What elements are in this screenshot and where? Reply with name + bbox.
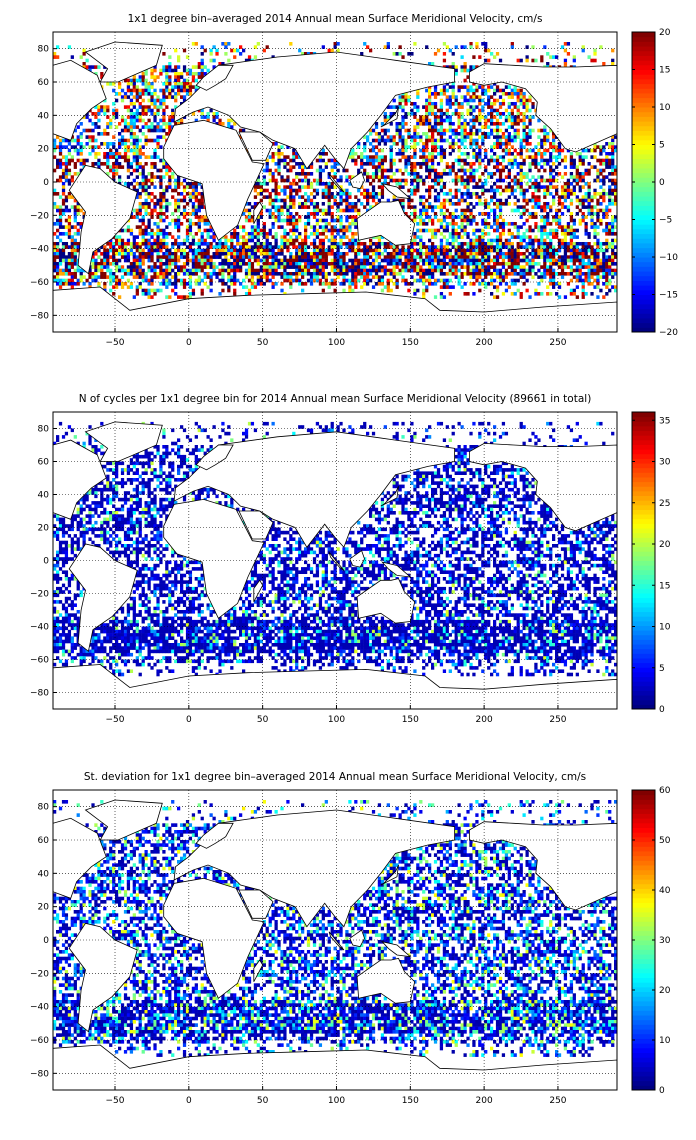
y-tick-label: −80	[30, 1069, 49, 1079]
colorbar-tick-label: 35	[659, 416, 670, 426]
y-tick-label: −80	[30, 689, 49, 699]
grid-lines	[53, 32, 617, 332]
colorbar-tick-label: 20	[659, 540, 671, 550]
colorbar: 20 15 10 5 0 −5 −10 −15 −20	[631, 28, 678, 338]
colorbar-tick-label: 30	[659, 936, 671, 946]
x-tick-label: 200	[476, 715, 493, 725]
grid-lines	[53, 790, 617, 1090]
x-tick-label: −50	[106, 338, 125, 348]
y-tick-label: −60	[30, 656, 49, 666]
grid-lines	[53, 412, 617, 709]
y-tick-label: 0	[43, 936, 49, 946]
y-tick-label: 60	[38, 836, 50, 846]
panel-title: 1x1 degree bin–averaged 2014 Annual mean…	[128, 13, 543, 25]
x-tick-label: 200	[476, 338, 493, 348]
y-tick-label: 80	[38, 803, 50, 813]
panel-title: N of cycles per 1x1 degree bin for 2014 …	[79, 393, 592, 405]
colorbar-tick-label: 10	[659, 623, 671, 633]
coastline	[52, 41, 618, 333]
colorbar-tick-label: −15	[659, 291, 678, 301]
colorbar-tick-label: 0	[659, 1086, 665, 1096]
x-tick-label: 50	[257, 715, 269, 725]
y-tick-label: 20	[38, 145, 50, 155]
y-tick-label: −20	[30, 211, 49, 221]
x-tick-label: 200	[476, 1096, 493, 1106]
panel-stdev: St. deviation for 1x1 degree bin–average…	[30, 771, 671, 1106]
colorbar-tick-label: −5	[659, 216, 672, 226]
colorbar-tick-label: 5	[659, 141, 665, 151]
panel-cycles: N of cycles per 1x1 degree bin for 2014 …	[30, 393, 671, 725]
y-tick-label: 80	[38, 45, 50, 55]
colorbar-tick-label: 40	[659, 886, 671, 896]
colorbar-tick-label: 5	[659, 664, 665, 674]
y-tick-label: 40	[38, 869, 50, 879]
x-tick-label: 0	[186, 338, 192, 348]
colorbar-tick-label: 20	[659, 986, 671, 996]
x-tick-label: 150	[402, 1096, 419, 1106]
colorbar-tick-label: −20	[659, 328, 678, 338]
coastline	[52, 421, 618, 710]
y-tick-label: −60	[30, 1036, 49, 1046]
y-tick-label: −20	[30, 590, 49, 600]
y-tick-label: 20	[38, 524, 50, 534]
x-tick-label: −50	[106, 715, 125, 725]
y-tick-label: 80	[38, 425, 50, 435]
x-tick-label: −50	[106, 1096, 125, 1106]
y-tick-label: 60	[38, 458, 50, 468]
x-tick-label: 150	[402, 338, 419, 348]
x-tick-label: 150	[402, 715, 419, 725]
colorbar-tick-label: 15	[659, 66, 670, 76]
y-tick-label: −40	[30, 623, 49, 633]
y-tick-label: 0	[43, 557, 49, 567]
colorbar-tick-label: 15	[659, 581, 670, 591]
panel-velocity: 1x1 degree bin–averaged 2014 Annual mean…	[30, 13, 678, 348]
colorbar-tick-label: 30	[659, 458, 671, 468]
x-tick-label: 50	[257, 338, 269, 348]
x-tick-label: 250	[549, 1096, 566, 1106]
x-tick-label: 250	[549, 338, 566, 348]
colorbar-tick-label: 25	[659, 499, 670, 509]
y-tick-label: −40	[30, 245, 49, 255]
coastline	[52, 799, 618, 1091]
x-tick-label: 0	[186, 715, 192, 725]
x-tick-label: 100	[328, 338, 345, 348]
colorbar: 35 30 25 20 15 10 5 0	[631, 411, 671, 715]
colorbar-tick-label: 10	[659, 103, 671, 113]
colorbar-tick-label: 0	[659, 705, 665, 715]
y-tick-label: 60	[38, 78, 50, 88]
x-tick-label: 250	[549, 715, 566, 725]
data-cells	[53, 421, 618, 677]
x-tick-label: 100	[328, 715, 345, 725]
y-tick-label: −40	[30, 1003, 49, 1013]
colorbar-tick-label: 20	[659, 28, 671, 38]
y-tick-label: 40	[38, 111, 50, 121]
colorbar-tick-label: 60	[659, 786, 671, 796]
x-tick-label: 0	[186, 1096, 192, 1106]
y-tick-label: −20	[30, 969, 49, 979]
y-tick-label: 40	[38, 491, 50, 501]
y-tick-label: −80	[30, 311, 49, 321]
data-cells	[53, 42, 618, 299]
y-tick-label: 0	[43, 178, 49, 188]
colorbar-tick-label: −10	[659, 253, 678, 263]
colorbar-tick-label: 50	[659, 836, 671, 846]
colorbar: 60 50 40 30 20 10 0	[631, 786, 671, 1096]
panel-title: St. deviation for 1x1 degree bin–average…	[84, 771, 586, 783]
colorbar-tick-label: 10	[659, 1036, 671, 1046]
y-tick-label: −60	[30, 278, 49, 288]
y-tick-label: 20	[38, 903, 50, 913]
x-tick-label: 50	[257, 1096, 269, 1106]
colorbar-tick-label: 0	[659, 178, 665, 188]
x-tick-label: 100	[328, 1096, 345, 1106]
data-cells	[53, 800, 618, 1057]
